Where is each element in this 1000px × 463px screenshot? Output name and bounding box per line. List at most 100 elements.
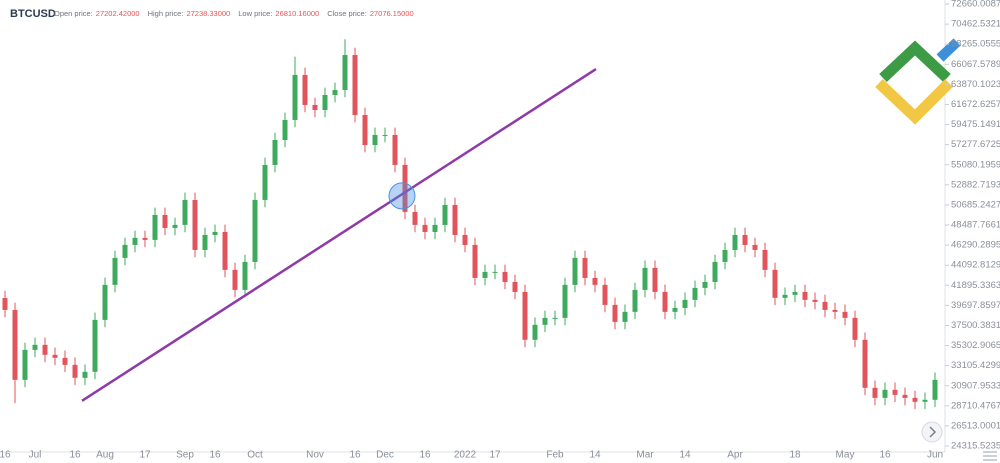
scroll-button-arrow[interactable] — [929, 426, 937, 438]
candle-body — [82, 371, 88, 378]
x-tick-label: 16 — [0, 450, 11, 461]
candle-body — [392, 134, 398, 165]
candle-body — [762, 249, 768, 270]
candle-body — [732, 234, 738, 250]
candle-body — [692, 287, 698, 300]
candle-body — [652, 267, 658, 292]
candle-body — [752, 244, 758, 250]
candle-body — [132, 237, 138, 245]
overlay — [81, 67, 597, 402]
y-tick-label: 68265.05550 — [951, 39, 1000, 50]
x-tick-label: Nov — [306, 450, 324, 461]
y-tick-label: 61672.62570 — [951, 99, 1000, 110]
candle-body — [592, 277, 598, 285]
candle-body — [812, 299, 818, 302]
candle-body — [282, 119, 288, 140]
x-tick-label: Oct — [247, 450, 263, 461]
candle-body — [852, 317, 858, 340]
candle-body — [312, 104, 318, 110]
candle-body — [92, 319, 98, 372]
candle-body — [882, 389, 888, 398]
header-value: 26810.16000 — [275, 9, 319, 18]
candle-body — [402, 164, 408, 212]
header-value: 27202.42000 — [96, 9, 140, 18]
y-tick-label: 63870.10230 — [951, 79, 1000, 90]
candle-body — [662, 291, 668, 312]
candle-body — [332, 89, 338, 95]
logo-yellow — [875, 79, 953, 125]
candles — [2, 39, 938, 410]
candle-body — [832, 309, 838, 312]
candle-body — [192, 199, 198, 250]
candle-body — [12, 309, 18, 380]
candle-body — [62, 357, 68, 365]
highlight-circle — [388, 182, 416, 210]
candle-body — [582, 257, 588, 278]
x-tick-label: 16 — [349, 450, 361, 461]
candle-body — [562, 284, 568, 318]
x-tick-label: 16 — [419, 450, 431, 461]
candle-body — [482, 271, 488, 278]
y-tick-label: 50685.24270 — [951, 199, 1000, 210]
y-tick-label: 55080.19590 — [951, 159, 1000, 170]
x-tick-label: Sep — [176, 450, 194, 461]
y-tick-label: 35302.90650 — [951, 340, 1000, 351]
candle-body — [352, 55, 358, 116]
x-tick-label: Dec — [376, 450, 394, 461]
candle-body — [632, 289, 638, 312]
logo-green — [879, 40, 951, 83]
candle-body — [432, 224, 438, 232]
candle-body — [262, 164, 268, 200]
candle-body — [372, 134, 378, 145]
candle-body — [292, 74, 298, 120]
candle-body — [362, 115, 368, 145]
candle-body — [862, 339, 868, 388]
candle-body — [542, 317, 548, 325]
candle-body — [72, 364, 78, 378]
scroll-button[interactable] — [921, 421, 943, 443]
candle-body — [452, 204, 458, 235]
symbol: BTCUSD — [10, 8, 56, 20]
candle-body — [462, 234, 468, 245]
y-tick-label: 52882.71930 — [951, 179, 1000, 190]
candle-body — [222, 231, 228, 270]
candle-body — [302, 74, 308, 105]
x-tick-label: 17 — [489, 450, 501, 461]
settings-icon[interactable] — [983, 451, 997, 461]
candle-body — [22, 349, 28, 380]
y-tick-label: 24315.52350 — [951, 441, 1000, 452]
candle-body — [712, 261, 718, 282]
candle-body — [702, 281, 708, 288]
candle-body — [322, 94, 328, 110]
candle-body — [722, 249, 728, 262]
candle-body — [782, 294, 788, 298]
candle-body — [442, 204, 448, 225]
candle-body — [572, 257, 578, 285]
candle-body — [252, 199, 258, 262]
scroll-button-circle[interactable] — [921, 421, 943, 443]
candle-body — [202, 234, 208, 250]
y-tick-label: 59475.14910 — [951, 119, 1000, 130]
x-tick-label: Apr — [727, 450, 743, 461]
y-tick-label: 41895.33630 — [951, 280, 1000, 291]
candle-body — [102, 284, 108, 320]
candle-body — [162, 214, 168, 228]
candle-body — [422, 224, 428, 232]
candle-body — [42, 344, 48, 355]
candle-body — [242, 261, 248, 290]
y-tick-label: 48487.76610 — [951, 220, 1000, 231]
candle-body — [902, 394, 908, 398]
y-tick-label: 37500.38310 — [951, 320, 1000, 331]
y-tick-label: 39697.85970 — [951, 300, 1000, 311]
x-tick-label: 16 — [879, 450, 891, 461]
candle-body — [802, 291, 808, 300]
x-tick-label: Jul — [29, 450, 42, 461]
y-tick-label: 66067.57890 — [951, 59, 1000, 70]
candle-body — [32, 344, 38, 350]
x-tick-label: Feb — [546, 450, 564, 461]
candle-body — [682, 299, 688, 308]
header-label: High price: — [148, 9, 184, 18]
candle-body — [172, 224, 178, 228]
candle-body — [892, 389, 898, 395]
